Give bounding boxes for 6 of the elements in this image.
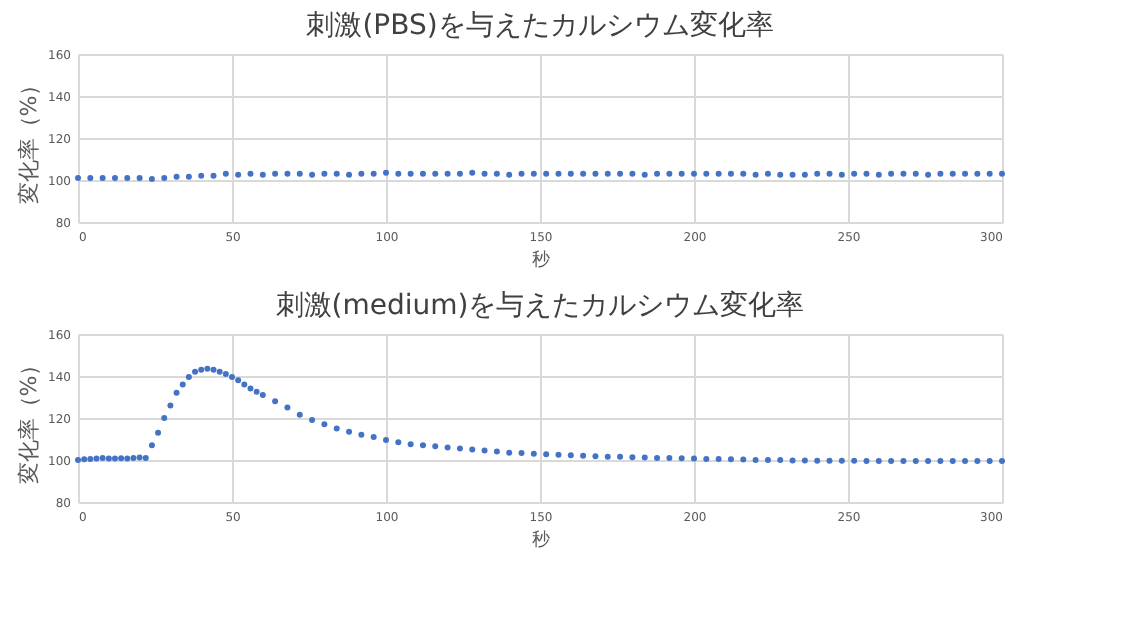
chart-title: 刺激(PBS)を与えたカルシウム変化率 <box>306 10 774 42</box>
y-axis-title: 変化率（%） <box>16 353 43 485</box>
chart-title: 刺激(medium)を与えたカルシウム変化率 <box>275 290 805 322</box>
x-axis-title: 秒 <box>532 529 550 551</box>
x-axis-title: 秒 <box>532 249 550 271</box>
y-axis-title: 変化率（%） <box>16 73 43 205</box>
